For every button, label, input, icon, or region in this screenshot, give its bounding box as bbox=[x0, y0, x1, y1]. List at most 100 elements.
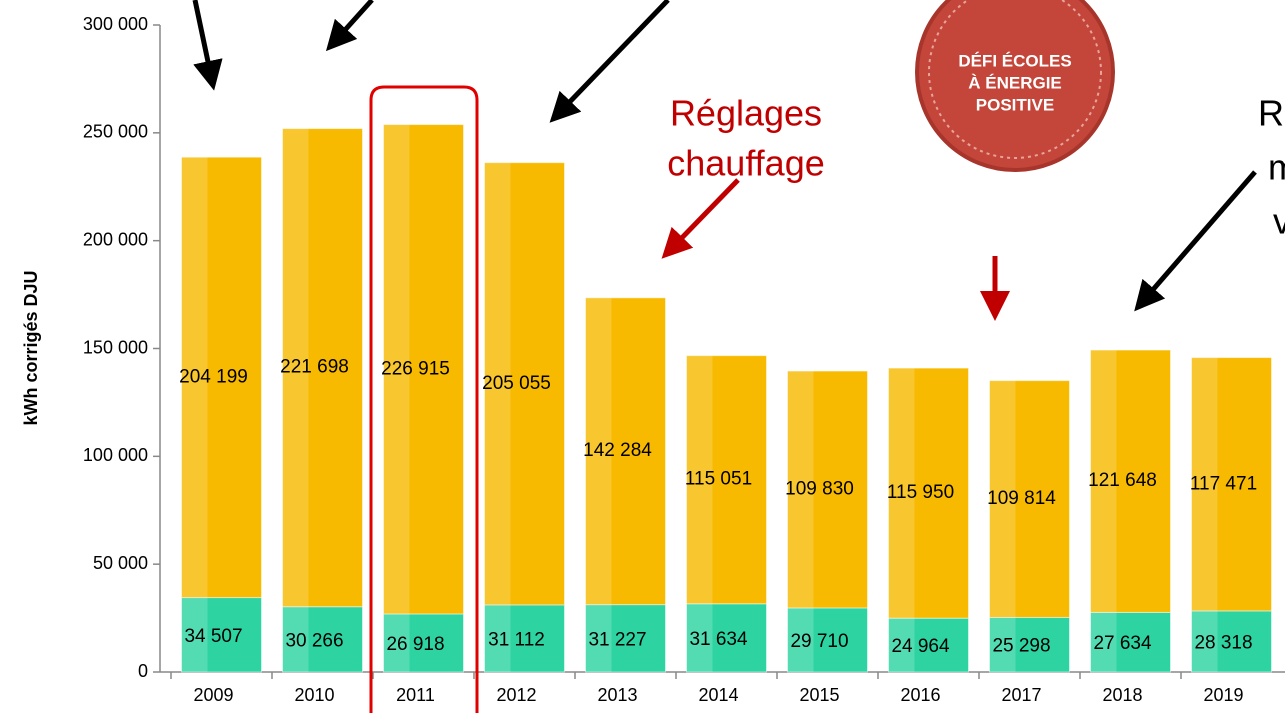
bar-segment bbox=[888, 367, 969, 619]
bar-shine bbox=[181, 157, 208, 598]
bar-shine bbox=[585, 604, 612, 672]
bar-shine bbox=[282, 606, 309, 672]
data-label: 115 950 bbox=[887, 482, 954, 503]
data-label: 142 284 bbox=[583, 440, 652, 461]
badge-circle bbox=[915, 0, 1115, 172]
x-tick-label: 2014 bbox=[698, 685, 738, 705]
x-tick-label: 2013 bbox=[597, 685, 637, 705]
arrow bbox=[661, 178, 740, 259]
annotation: m bbox=[1268, 147, 1285, 188]
y-tick-label: 150 000 bbox=[83, 337, 148, 357]
bar-shine bbox=[484, 162, 511, 605]
bar-shine bbox=[1191, 610, 1218, 672]
bar-segment bbox=[484, 604, 565, 673]
bar-segment bbox=[383, 613, 464, 673]
bar-shine bbox=[686, 355, 713, 604]
y-tick-label: 200 000 bbox=[83, 229, 148, 249]
x-tick-label: 2017 bbox=[1001, 685, 1041, 705]
data-label: 29 710 bbox=[790, 631, 848, 652]
data-label: 109 830 bbox=[785, 479, 854, 500]
data-label: 109 814 bbox=[987, 488, 1056, 509]
badge-ring bbox=[928, 0, 1102, 159]
bar-shine bbox=[383, 613, 410, 672]
bar-segment bbox=[585, 604, 666, 673]
y-tick-label: 50 000 bbox=[93, 553, 148, 573]
bar-shine bbox=[989, 617, 1016, 672]
bar-shine bbox=[888, 368, 915, 619]
x-tick-label: 2010 bbox=[294, 685, 334, 705]
data-label: 25 298 bbox=[992, 636, 1050, 657]
bar-segment bbox=[181, 156, 262, 599]
bar-shine bbox=[1090, 612, 1117, 672]
bar-shine bbox=[787, 371, 814, 608]
y-tick-label: 0 bbox=[138, 661, 148, 681]
bar-shine bbox=[484, 604, 511, 672]
bar-segment bbox=[1090, 349, 1171, 613]
x-tick-label: 2012 bbox=[496, 685, 536, 705]
data-label: 117 471 bbox=[1190, 473, 1257, 494]
bar-shine bbox=[282, 128, 309, 607]
bar-segment bbox=[686, 355, 767, 605]
arrow bbox=[549, 0, 670, 123]
arrow bbox=[325, 0, 374, 52]
badge-text: À ÉNERGIE bbox=[968, 73, 1062, 92]
data-label: 205 055 bbox=[482, 373, 551, 394]
annotation: Réglages bbox=[670, 93, 822, 134]
data-label: 31 634 bbox=[689, 629, 748, 650]
bar-segment bbox=[888, 617, 969, 673]
bar-segment bbox=[484, 162, 565, 606]
bar-segment bbox=[989, 616, 1070, 673]
data-label: 34 507 bbox=[184, 626, 242, 647]
bar-shine bbox=[383, 124, 410, 614]
x-tick-label: 2019 bbox=[1203, 685, 1243, 705]
data-label: 121 648 bbox=[1088, 470, 1157, 491]
bar-segment bbox=[383, 124, 464, 615]
bar-shine bbox=[787, 607, 814, 672]
x-tick-label: 2011 bbox=[396, 685, 435, 705]
y-tick-label: 100 000 bbox=[83, 445, 148, 465]
annotation: v bbox=[1273, 201, 1285, 242]
bar-segment bbox=[181, 597, 262, 673]
bar-shine bbox=[585, 297, 612, 605]
data-label: 115 051 bbox=[685, 469, 752, 490]
bar-segment bbox=[1090, 611, 1171, 673]
y-tick-label: 250 000 bbox=[83, 122, 148, 142]
data-label: 28 318 bbox=[1194, 632, 1252, 653]
bar-segment bbox=[787, 370, 868, 609]
data-label: 24 964 bbox=[891, 636, 950, 657]
data-label: 221 698 bbox=[280, 357, 349, 378]
x-tick-label: 2016 bbox=[900, 685, 940, 705]
bar-segment bbox=[1191, 357, 1272, 612]
bar-shine bbox=[686, 603, 713, 672]
data-label: 26 918 bbox=[386, 634, 444, 655]
bar-shine bbox=[1090, 350, 1117, 613]
data-label: 226 915 bbox=[381, 358, 450, 379]
bar-segment bbox=[282, 128, 363, 608]
y-tick-label: 300 000 bbox=[83, 14, 148, 34]
plot: 0 50 000 100 000 150 000 200 000 250 000 300 0… bbox=[83, 14, 1285, 705]
bar-shine bbox=[888, 618, 915, 672]
badge: DÉFI ÉCOLES À ÉNERGIE POSITIVE bbox=[915, 0, 1115, 172]
data-label: 31 227 bbox=[588, 629, 646, 650]
x-tick-label: 2015 bbox=[799, 685, 839, 705]
data-label: 31 112 bbox=[488, 629, 545, 650]
bar-shine bbox=[989, 380, 1016, 618]
y-axis-label: kWh corrigés DJU bbox=[21, 270, 41, 425]
data-label: 27 634 bbox=[1093, 633, 1152, 654]
data-label: 30 266 bbox=[285, 630, 343, 651]
bar-segment bbox=[282, 606, 363, 673]
badge-text: POSITIVE bbox=[976, 95, 1054, 114]
bar-shine bbox=[181, 597, 208, 672]
annotation: R bbox=[1258, 93, 1284, 134]
badge-text: DÉFI ÉCOLES bbox=[958, 51, 1071, 70]
annotation: chauffage bbox=[667, 143, 824, 184]
highlight-box bbox=[369, 85, 479, 713]
bar-segment bbox=[585, 297, 666, 606]
data-label: 204 199 bbox=[179, 366, 248, 387]
arrow bbox=[192, 0, 223, 91]
x-tick-label: 2018 bbox=[1102, 685, 1142, 705]
bar-segment bbox=[989, 380, 1070, 618]
bar-segment bbox=[787, 607, 868, 673]
arrow bbox=[1134, 170, 1257, 312]
